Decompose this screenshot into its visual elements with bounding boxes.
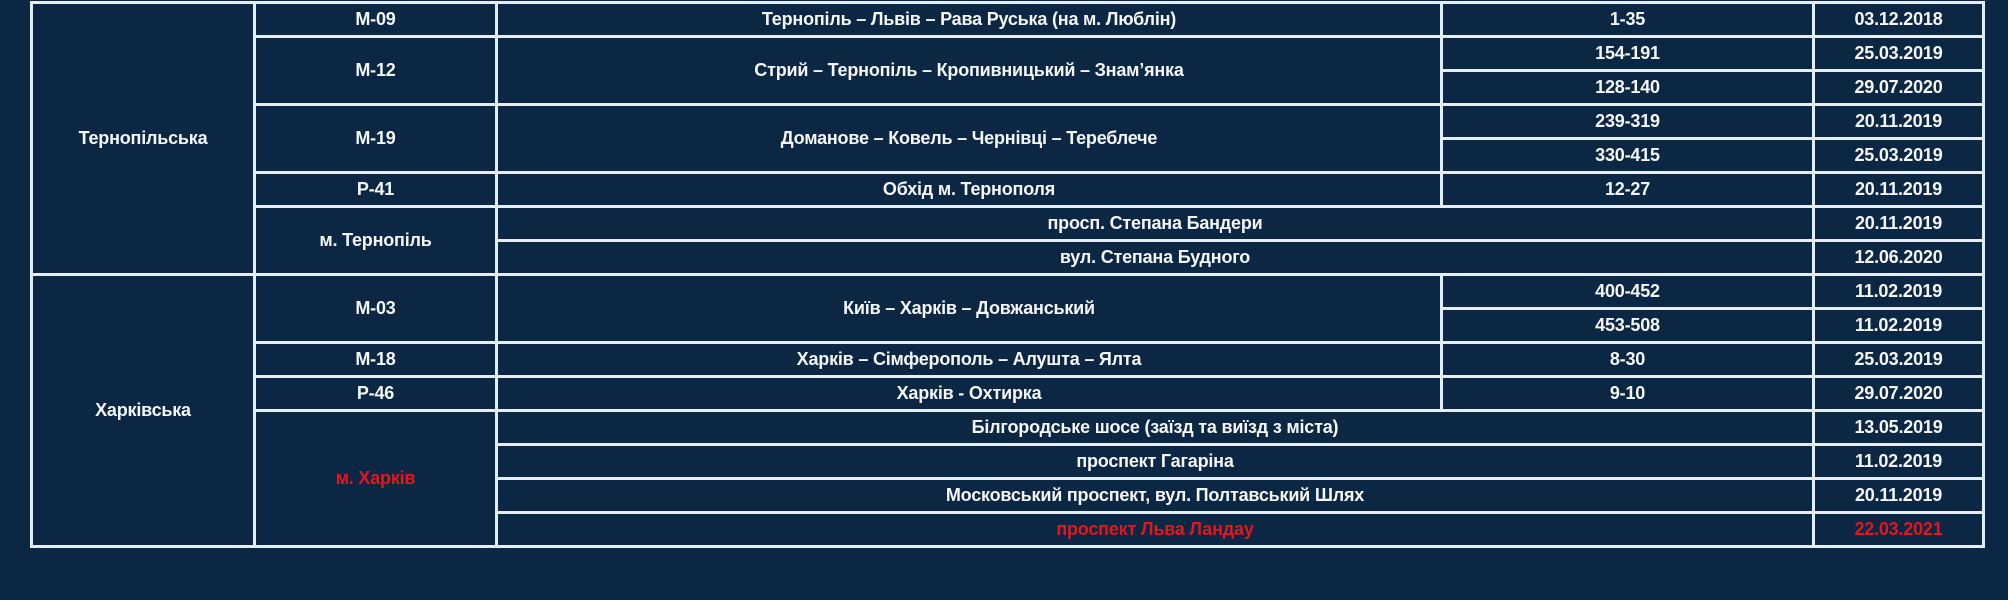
table-body: Тернопільська М-09 Тернопіль – Львів – Рав…: [30, 1, 1985, 548]
km-range-cell: 9-10: [1440, 375, 1815, 412]
table-row: М-19 Доманове – Ковель – Чернівці – Тереб…: [32, 103, 1985, 174]
street-name-cell: проспект Гагаріна: [495, 443, 1815, 480]
date-cell: 11.02.2019: [1812, 307, 1985, 344]
date-cell: 11.02.2019: [1812, 443, 1985, 480]
road-name-cell: Київ – Харків – Довжанський: [495, 273, 1443, 344]
street-name-cell: проспект Льва Ландау: [495, 511, 1815, 548]
road-code-cell: М-03: [253, 273, 498, 344]
date-cell: 12.06.2020: [1812, 239, 1985, 276]
date-cell: 22.03.2021: [1812, 511, 1985, 548]
road-code-cell: Р-41: [253, 171, 498, 208]
table-row: м. Харків Білгородське шосе (заїзд та виї…: [32, 409, 1985, 548]
date-cell: 29.07.2020: [1812, 375, 1985, 412]
table-row: 330-415 25.03.2019: [32, 137, 1985, 174]
road-name-cell: Харків - Охтирка: [495, 375, 1443, 412]
km-range-cell: 453-508: [1440, 307, 1815, 344]
table-row: М-12 Стрий – Тернопіль – Кропивницький – …: [32, 35, 1985, 106]
road-name-cell: Обхід м. Тернополя: [495, 171, 1443, 208]
date-cell: 11.02.2019: [1812, 273, 1985, 310]
km-range-cell: 154-191: [1440, 35, 1815, 72]
table-row: проспект Гагаріна 11.02.2019: [32, 443, 1985, 480]
km-range-cell: 239-319: [1440, 103, 1815, 140]
road-name-cell: Тернопіль – Львів – Рава Руська (на м. Л…: [495, 1, 1443, 38]
table-row: Харківська М-03 Київ – Харків – Довжанськи…: [30, 273, 1985, 548]
km-range-cell: 330-415: [1440, 137, 1815, 174]
road-code-cell: М-09: [253, 1, 498, 38]
date-cell: 13.05.2019: [1812, 409, 1985, 446]
table-row: вул. Степана Будного 12.06.2020: [32, 239, 1985, 276]
date-cell: 03.12.2018: [1812, 1, 1985, 38]
table-row: М-18 Харків – Сімферополь – Алушта – Ялта…: [32, 341, 1985, 378]
road-name-cell: Харків – Сімферополь – Алушта – Ялта: [495, 341, 1443, 378]
region-cell: Харківська: [30, 273, 256, 548]
street-name-cell: Московський проспект, вул. Полтавський Ш…: [495, 477, 1815, 514]
road-name-cell: Доманове – Ковель – Чернівці – Тереблече: [495, 103, 1443, 174]
date-cell: 25.03.2019: [1812, 35, 1985, 72]
km-range-cell: 8-30: [1440, 341, 1815, 378]
table-row: проспект Льва Ландау 22.03.2021: [32, 511, 1985, 548]
date-cell: 20.11.2019: [1812, 477, 1985, 514]
table-row: Московський проспект, вул. Полтавський Ш…: [32, 477, 1985, 514]
table-row: Тернопільська М-09 Тернопіль – Львів – Рав…: [30, 1, 1985, 276]
street-name-cell: вул. Степана Будного: [495, 239, 1815, 276]
table-row: 453-508 11.02.2019: [32, 307, 1985, 344]
road-code-cell: М-18: [253, 341, 498, 378]
date-cell: 20.11.2019: [1812, 103, 1985, 140]
road-code-cell: Р-46: [253, 375, 498, 412]
road-code-cell: М-12: [253, 35, 498, 106]
city-cell: м. Харків: [253, 409, 498, 548]
table-row: Р-46 Харків - Охтирка 9-10 29.07.2020: [32, 375, 1985, 412]
table-row: 128-140 29.07.2020: [32, 69, 1985, 106]
table-row: Р-41 Обхід м. Тернополя 12-27 20.11.2019: [32, 171, 1985, 208]
road-repairs-table: Тернопільська М-09 Тернопіль – Львів – Рав…: [30, 1, 1985, 548]
date-cell: 20.11.2019: [1812, 205, 1985, 242]
region-cell: Тернопільська: [30, 1, 256, 276]
km-range-cell: 1-35: [1440, 1, 1815, 38]
street-name-cell: Білгородське шосе (заїзд та виїзд з міст…: [495, 409, 1815, 446]
road-name-cell: Стрий – Тернопіль – Кропивницький – Знам…: [495, 35, 1443, 106]
date-cell: 25.03.2019: [1812, 341, 1985, 378]
date-cell: 25.03.2019: [1812, 137, 1985, 174]
street-name-cell: просп. Степана Бандери: [495, 205, 1815, 242]
km-range-cell: 400-452: [1440, 273, 1815, 310]
table-row: м. Тернопіль просп. Степана Бандери 20.11.…: [32, 205, 1985, 276]
km-range-cell: 128-140: [1440, 69, 1815, 106]
city-cell: м. Тернопіль: [253, 205, 498, 276]
road-code-cell: М-19: [253, 103, 498, 174]
km-range-cell: 12-27: [1440, 171, 1815, 208]
date-cell: 20.11.2019: [1812, 171, 1985, 208]
date-cell: 29.07.2020: [1812, 69, 1985, 106]
